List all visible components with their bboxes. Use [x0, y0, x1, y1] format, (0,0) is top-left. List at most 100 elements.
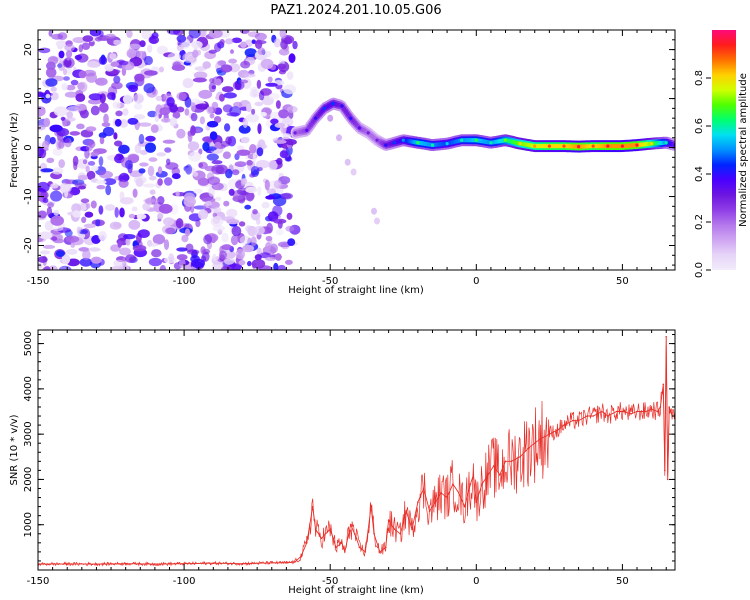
noise-blob — [136, 50, 146, 59]
noise-blob — [257, 186, 262, 196]
y-tick-label: 4000 — [23, 376, 34, 401]
noise-blob — [286, 105, 298, 113]
y-tick-label: 2000 — [23, 467, 34, 492]
noise-blob — [211, 160, 223, 165]
noise-blob — [148, 257, 162, 267]
noise-blob — [134, 73, 145, 82]
noise-blob — [98, 205, 104, 215]
noise-blob — [46, 206, 53, 217]
snr-data-point — [370, 505, 372, 508]
noise-blob — [98, 30, 104, 37]
noise-blob — [59, 265, 72, 270]
noise-blob — [80, 198, 90, 203]
noise-blob — [58, 140, 65, 149]
noise-blob — [99, 170, 113, 179]
noise-blob — [164, 147, 172, 153]
snr-data-point — [66, 563, 68, 565]
snr-data-point — [446, 496, 448, 499]
noise-blob — [163, 239, 170, 251]
noise-blob — [50, 183, 59, 189]
noise-blob — [39, 250, 51, 255]
x-tick-label: -50 — [322, 276, 338, 287]
noise-blob — [95, 77, 108, 86]
signal-ridge-point — [635, 143, 639, 147]
noise-blob — [170, 203, 179, 215]
signal-ridge-point — [562, 144, 566, 148]
noise-blob — [292, 40, 298, 50]
noise-blob — [114, 140, 123, 147]
noise-blob — [131, 206, 138, 212]
noise-blob — [102, 126, 115, 137]
noise-blob — [50, 215, 64, 226]
noise-blob — [187, 141, 200, 151]
noise-blob — [285, 139, 297, 146]
noise-blob — [260, 58, 274, 70]
noise-blob — [50, 190, 63, 202]
noise-blob — [232, 169, 240, 176]
secondary-branch-point — [374, 217, 380, 225]
snr-data-point — [417, 501, 419, 503]
snr-data-point — [364, 551, 367, 553]
noise-blob — [49, 136, 56, 145]
signal-ridge-point — [375, 138, 379, 142]
noise-blob — [219, 250, 227, 260]
noise-blob — [219, 93, 225, 102]
noise-blob — [38, 181, 50, 193]
noise-blob — [265, 82, 278, 87]
noise-blob — [176, 106, 185, 113]
snr-data-point — [636, 410, 638, 413]
noise-blob — [215, 196, 222, 201]
noise-blob — [187, 249, 200, 255]
noise-blob — [244, 204, 252, 210]
noise-blob — [245, 186, 258, 194]
noise-blob — [114, 207, 119, 218]
noise-blob — [247, 260, 252, 267]
noise-blob — [254, 101, 264, 107]
noise-blob — [128, 84, 139, 93]
signal-ridge-point — [518, 142, 522, 146]
noise-blob — [212, 253, 217, 262]
noise-blob — [103, 113, 109, 125]
noise-blob — [88, 247, 101, 252]
noise-blob — [157, 212, 164, 220]
noise-blob — [254, 39, 263, 49]
noise-blob — [250, 166, 260, 176]
noise-blob — [55, 250, 65, 257]
noise-blob — [240, 41, 247, 48]
noise-blob — [79, 247, 89, 252]
noise-blob — [87, 99, 102, 105]
snr-data-point — [563, 424, 565, 426]
snr-data-point — [557, 428, 559, 431]
noise-blob — [90, 105, 100, 116]
noise-blob — [191, 40, 203, 49]
spectrogram-noise-region — [38, 30, 301, 270]
snr-x-axis-label: Height of straight line (km) — [288, 585, 424, 596]
noise-blob — [99, 136, 105, 145]
noise-blob — [277, 264, 286, 270]
noise-blob — [148, 35, 160, 45]
noise-blob — [182, 52, 196, 63]
noise-blob — [133, 103, 143, 110]
noise-blob — [109, 39, 114, 45]
signal-ridge-point — [503, 138, 508, 142]
snr-data-point — [344, 551, 346, 553]
noise-blob — [214, 107, 223, 115]
noise-blob — [191, 258, 205, 269]
noise-blob — [267, 76, 273, 83]
noise-blob — [46, 157, 55, 163]
snr-data-point — [656, 410, 659, 413]
noise-blob — [261, 201, 270, 209]
noise-blob — [118, 144, 130, 154]
noise-blob — [43, 244, 56, 249]
noise-blob — [133, 114, 146, 120]
noise-blob — [42, 197, 49, 204]
noise-blob — [171, 64, 186, 71]
noise-blob — [236, 149, 251, 156]
noise-blob — [64, 91, 78, 98]
noise-blob — [161, 117, 172, 123]
snr-data-point — [452, 483, 454, 485]
signal-ridge-point — [314, 116, 318, 120]
noise-blob — [74, 54, 83, 61]
noise-blob — [65, 248, 78, 255]
